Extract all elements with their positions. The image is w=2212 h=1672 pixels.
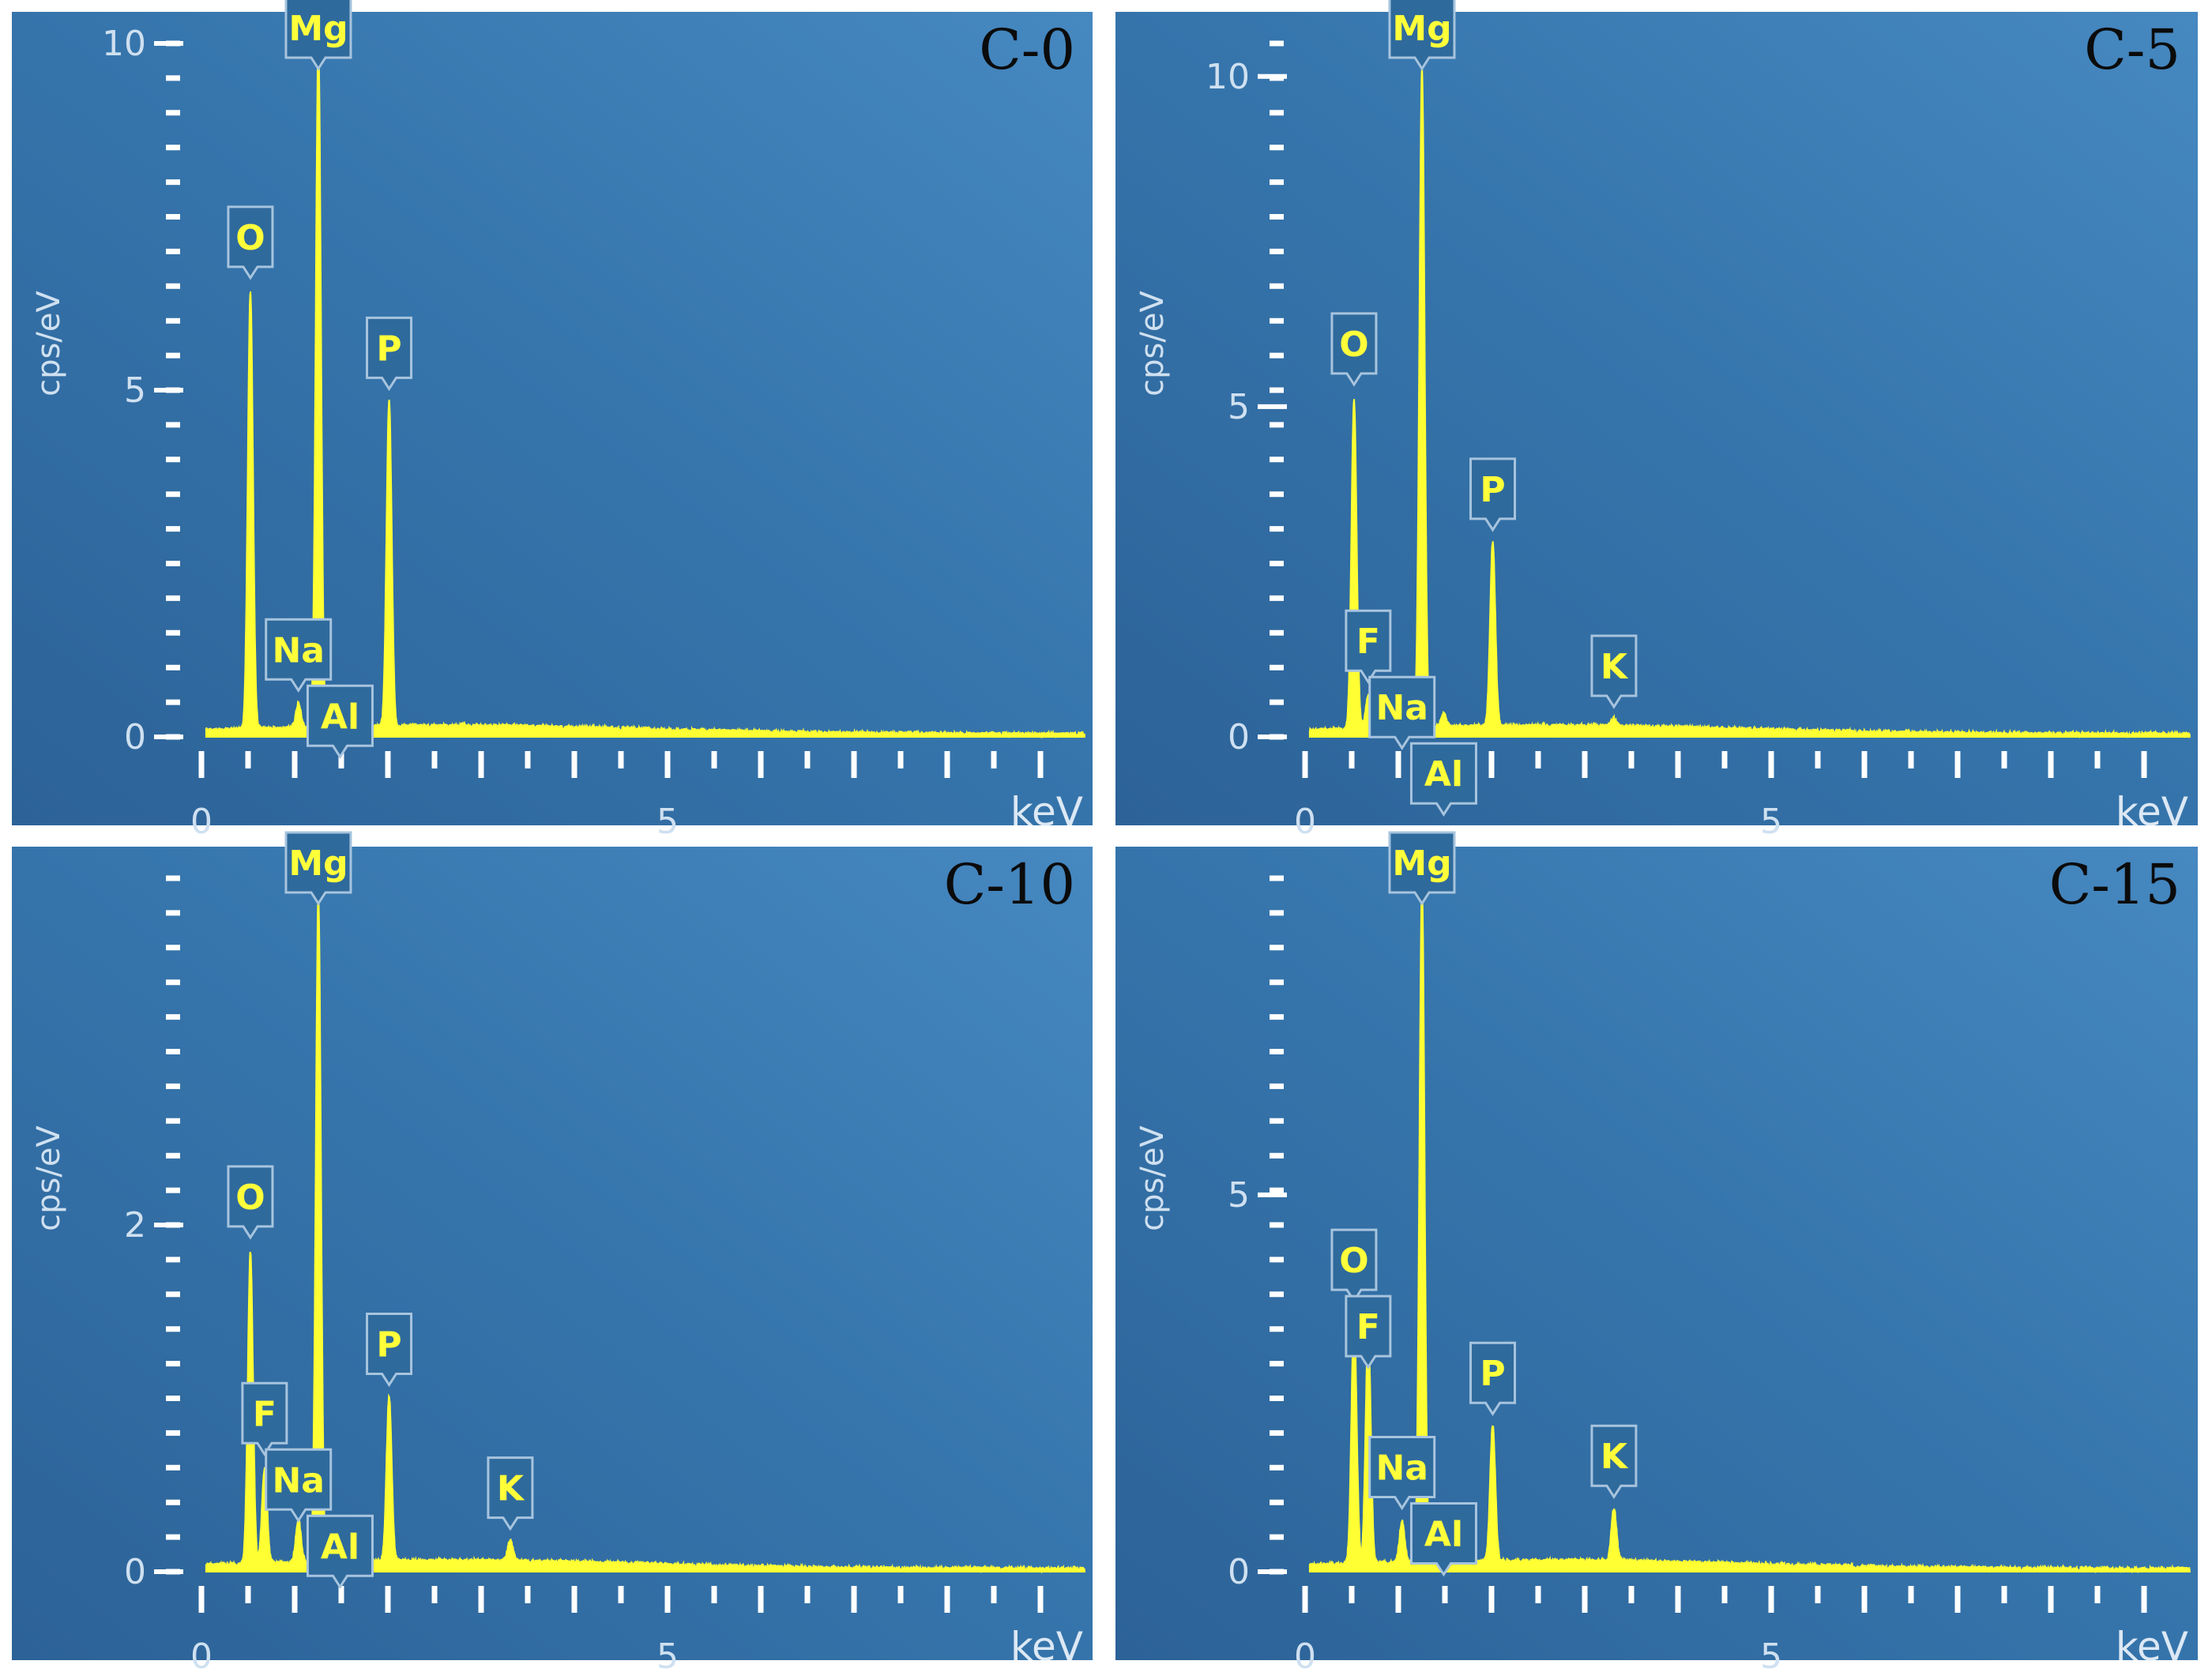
x-tick-label: 5	[1760, 802, 1782, 842]
x-tick-label: 5	[1760, 1636, 1782, 1672]
panel-title: C-15	[2049, 852, 2180, 917]
spectrum-panel-0: 0 5 10 cps/eV 0 5 keV Mg O P Na Al C-0	[12, 0, 1093, 842]
x-tick-label: 0	[190, 802, 213, 842]
spectrum-panel-2: 0 2 cps/eV 0 5 keV Mg O P F Na Al K C-10	[12, 831, 1093, 1672]
y-axis-label: cps/eV	[1134, 1125, 1171, 1231]
y-tick-label: 0	[1228, 717, 1250, 757]
x-tick-label: 0	[1294, 802, 1316, 842]
svg-text:F: F	[1356, 622, 1380, 662]
y-tick-label: 0	[1228, 1552, 1250, 1592]
peak-label-na: Na	[265, 618, 333, 693]
svg-text:O: O	[1339, 325, 1368, 365]
svg-text:Al: Al	[321, 1527, 359, 1567]
peak-label-al: Al	[1409, 742, 1477, 817]
peak-label-p: P	[366, 316, 413, 392]
svg-text:Na: Na	[272, 1460, 325, 1501]
peak-label-k: K	[487, 1456, 534, 1531]
peak-label-o: O	[227, 1165, 274, 1240]
y-tick-label: 5	[1228, 387, 1250, 427]
panel-background	[1115, 12, 2198, 825]
x-unit-label: keV	[1010, 1624, 1083, 1670]
svg-text:Al: Al	[1424, 754, 1463, 795]
peak-label-na: Na	[1368, 675, 1436, 750]
svg-text:Mg: Mg	[1392, 9, 1451, 49]
y-tick-label: 0	[124, 717, 146, 757]
svg-text:P: P	[1480, 1354, 1505, 1394]
panel-title: C-0	[979, 17, 1075, 82]
panel-background	[1115, 847, 2198, 1660]
svg-text:Al: Al	[1424, 1515, 1463, 1555]
peak-label-f: F	[1345, 609, 1392, 684]
peak-label-na: Na	[1368, 1436, 1436, 1511]
x-unit-label: keV	[2116, 789, 2188, 835]
spectrum-trace	[1308, 66, 2191, 739]
peak-label-p: P	[1469, 457, 1517, 532]
svg-text:F: F	[1356, 1307, 1380, 1347]
peak-label-f: F	[1345, 1294, 1392, 1370]
y-axis-label: cps/eV	[1134, 291, 1171, 396]
x-tick-label: 0	[190, 1636, 213, 1672]
peak-label-mg: Mg	[1388, 0, 1456, 71]
y-tick-label: 10	[1206, 57, 1250, 97]
svg-text:Al: Al	[321, 697, 359, 737]
y-axis-label: cps/eV	[31, 291, 67, 396]
peak-label-o: O	[227, 205, 274, 280]
svg-text:P: P	[376, 329, 401, 369]
x-minor-ticks	[1302, 1586, 2147, 1613]
panel-background	[12, 12, 1093, 825]
panel-title: C-10	[944, 852, 1075, 917]
peak-label-al: Al	[1409, 1502, 1477, 1577]
panel-background	[12, 847, 1093, 1660]
svg-text:P: P	[376, 1324, 401, 1365]
svg-text:O: O	[235, 1178, 265, 1218]
peak-label-mg: Mg	[284, 831, 352, 906]
svg-text:K: K	[1601, 1437, 1629, 1477]
x-minor-ticks	[198, 1586, 1044, 1613]
svg-text:Mg: Mg	[288, 9, 348, 49]
x-tick-label: 5	[656, 1636, 679, 1672]
y-tick-label: 5	[124, 370, 146, 411]
svg-text:Mg: Mg	[288, 844, 348, 884]
peak-label-p: P	[1469, 1341, 1517, 1416]
y-minor-ticks	[1270, 875, 1284, 1575]
peak-label-al: Al	[306, 1514, 374, 1590]
y-minor-ticks	[1270, 40, 1284, 740]
peak-label-al: Al	[306, 684, 374, 760]
svg-text:Mg: Mg	[1392, 844, 1451, 884]
y-tick-label: 10	[102, 24, 146, 64]
x-tick-label: 5	[656, 802, 679, 842]
peak-label-o: O	[1330, 312, 1378, 387]
peak-label-f: F	[241, 1381, 288, 1457]
svg-text:K: K	[497, 1469, 525, 1509]
svg-text:Na: Na	[272, 630, 325, 671]
svg-text:O: O	[235, 218, 265, 258]
y-tick-label: 5	[1228, 1175, 1250, 1215]
svg-text:O: O	[1339, 1241, 1368, 1281]
x-minor-ticks	[1302, 751, 2147, 778]
svg-text:P: P	[1480, 470, 1505, 510]
peak-label-mg: Mg	[1388, 831, 1456, 906]
y-tick-label: 0	[124, 1552, 146, 1592]
spectrum-panel-3: 0 5 cps/eV 0 5 keV Mg OF P K Na Al C-15	[1115, 831, 2198, 1672]
svg-text:K: K	[1601, 647, 1629, 687]
x-unit-label: keV	[1010, 789, 1083, 835]
peak-label-o: O	[1330, 1228, 1378, 1303]
svg-text:Na: Na	[1375, 1448, 1428, 1489]
panel-title: C-5	[2084, 17, 2180, 82]
svg-text:Na: Na	[1375, 688, 1428, 728]
y-tick-label: 2	[124, 1205, 146, 1246]
peak-label-k: K	[1590, 1424, 1638, 1499]
y-minor-ticks	[166, 875, 180, 1575]
spectrum-panel-1: 0 5 10 cps/eV 0 5 keV Mg O P F Na Al K C-5	[1115, 0, 2198, 842]
peak-label-k: K	[1590, 634, 1638, 709]
svg-text:F: F	[253, 1394, 276, 1434]
peak-label-p: P	[366, 1312, 413, 1388]
y-axis-label: cps/eV	[31, 1125, 67, 1231]
x-tick-label: 0	[1294, 1636, 1316, 1672]
peak-label-mg: Mg	[284, 0, 352, 71]
peak-label-na: Na	[265, 1448, 333, 1524]
x-unit-label: keV	[2116, 1624, 2188, 1670]
